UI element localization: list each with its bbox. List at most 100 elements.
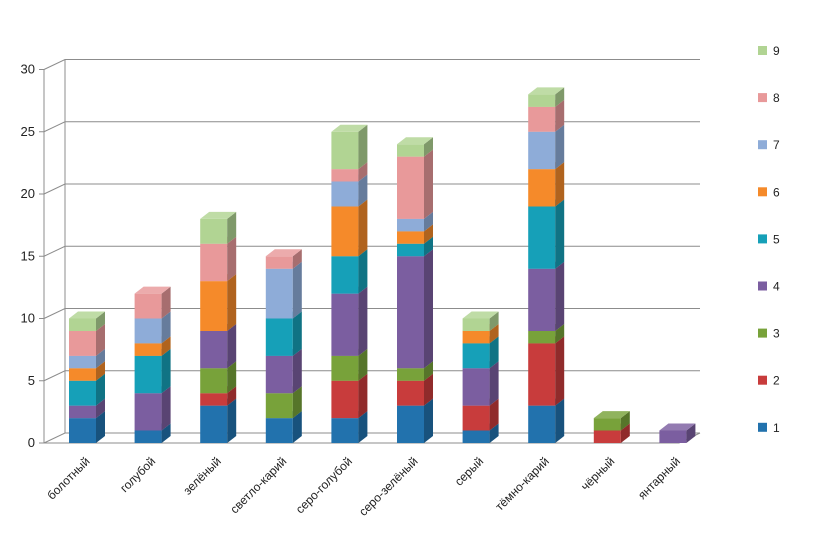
bar-segment xyxy=(331,286,368,356)
bar-front xyxy=(69,368,96,381)
bar-side xyxy=(161,336,171,356)
bar-side xyxy=(227,274,237,331)
legend-swatch xyxy=(758,140,767,150)
bar-front xyxy=(397,156,424,219)
bar-side xyxy=(227,361,237,394)
bar-segment xyxy=(397,149,433,219)
bar-top xyxy=(528,87,565,95)
bar-front xyxy=(200,330,228,369)
bar-side xyxy=(424,211,433,232)
bar-front xyxy=(134,343,162,356)
bar-front xyxy=(528,131,556,170)
legend-swatch xyxy=(758,328,767,338)
legend-item: 3 xyxy=(758,327,780,341)
bar-side xyxy=(227,386,237,406)
bar-segment xyxy=(528,199,565,269)
legend-item: 1 xyxy=(758,421,780,435)
bar-side xyxy=(489,323,499,344)
bar-front xyxy=(69,355,96,369)
x-tick-label: болотный xyxy=(44,454,92,502)
y-tick-label: 5 xyxy=(28,373,35,388)
bar-top xyxy=(265,249,302,257)
bar-segment xyxy=(134,286,171,319)
bar-front xyxy=(397,144,424,157)
bar-front xyxy=(69,380,96,406)
bar-side xyxy=(489,423,499,443)
bar-side xyxy=(555,336,565,406)
bar-side xyxy=(96,411,105,443)
legend-label: 7 xyxy=(773,138,780,152)
legend-swatch xyxy=(758,422,767,432)
bar-side xyxy=(161,348,171,394)
bar-side xyxy=(555,199,565,269)
legend-item: 7 xyxy=(758,138,780,152)
bar-front xyxy=(134,318,162,344)
bar-segment xyxy=(462,311,499,331)
bar-front xyxy=(134,355,162,394)
bar-side xyxy=(424,398,433,443)
bar-front xyxy=(69,405,96,419)
legend-label: 5 xyxy=(773,232,780,246)
bar-front xyxy=(528,206,556,269)
bar-segment xyxy=(528,87,565,107)
bar-front xyxy=(528,268,556,331)
bar-side xyxy=(489,336,499,369)
bar-side xyxy=(292,311,302,356)
y-tick-label: 25 xyxy=(21,124,35,139)
legend-item: 9 xyxy=(758,44,780,58)
x-tick-label: серо-голубой xyxy=(293,454,355,516)
bar-side xyxy=(227,211,237,244)
y-tick-label: 0 xyxy=(28,435,35,450)
bar-top xyxy=(69,311,105,319)
bar-front xyxy=(528,330,556,344)
bar-side xyxy=(555,124,565,170)
bar-side xyxy=(555,87,565,107)
bar-front xyxy=(265,318,293,356)
bar-front xyxy=(69,318,96,331)
bar-side xyxy=(489,311,499,331)
bar-front xyxy=(331,418,359,443)
bar-front xyxy=(528,405,556,443)
y-tick-label: 10 xyxy=(21,311,35,326)
legend-label: 4 xyxy=(773,280,780,294)
bar-front xyxy=(265,393,293,419)
bar-front xyxy=(200,281,228,331)
bar-front xyxy=(593,430,621,443)
bar-front xyxy=(397,368,424,381)
bar-front xyxy=(134,430,162,443)
bar-segment xyxy=(528,336,565,406)
bar-front xyxy=(462,330,490,344)
bar-segment xyxy=(397,249,433,369)
legend-item: 8 xyxy=(758,91,780,105)
bar-front xyxy=(331,206,359,257)
legend-label: 9 xyxy=(773,44,780,58)
bar-side xyxy=(96,348,105,369)
legend-label: 1 xyxy=(773,421,780,435)
bar-segment xyxy=(659,423,696,443)
bar-front xyxy=(462,368,490,406)
legend: 9 8 7 6 5 4 3 2 1 xyxy=(758,44,780,435)
bar-side xyxy=(424,137,433,157)
bar-side xyxy=(96,323,105,356)
legend-swatch xyxy=(758,187,767,197)
bar-front xyxy=(69,330,96,356)
bar-segment xyxy=(331,199,368,257)
bar-side xyxy=(686,423,696,443)
bar-front xyxy=(528,343,556,406)
bar-front xyxy=(200,218,228,244)
bar-front xyxy=(397,218,424,232)
legend-label: 2 xyxy=(773,374,780,388)
bar-side xyxy=(620,411,630,431)
legend-swatch xyxy=(758,46,767,55)
bar-front xyxy=(528,94,556,107)
x-tick-label: зелёный xyxy=(180,454,223,497)
bar-segment xyxy=(397,137,433,157)
bar-segment xyxy=(331,124,368,170)
legend-label: 8 xyxy=(773,91,780,105)
bar-front xyxy=(265,418,293,443)
bar-side xyxy=(96,361,105,381)
y-tick-label: 20 xyxy=(21,186,35,201)
bar-segment xyxy=(265,261,302,319)
gridline xyxy=(43,183,700,195)
